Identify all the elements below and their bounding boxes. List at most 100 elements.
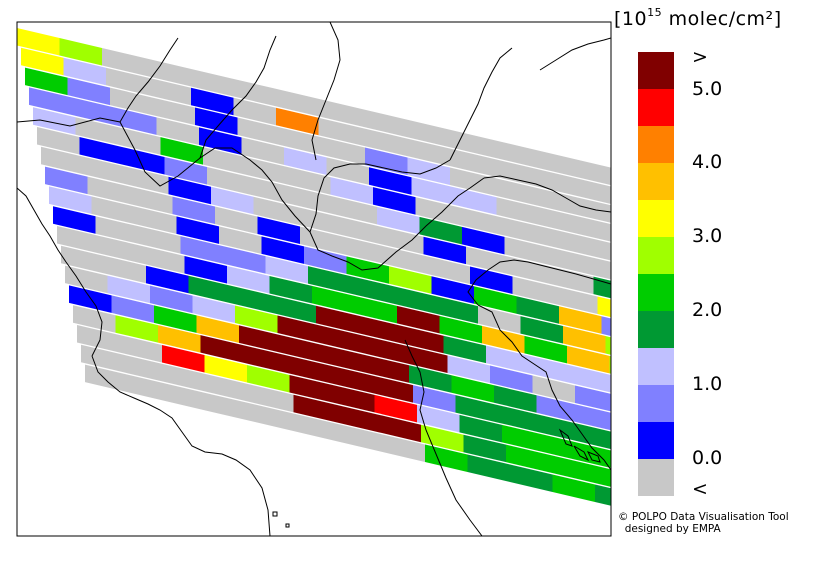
swath-pixel — [85, 364, 128, 393]
swath-pixel — [257, 216, 300, 245]
swath-pixel — [312, 285, 355, 314]
swath-pixel — [490, 365, 533, 393]
swath-pixel — [102, 47, 145, 76]
swath-pixel — [187, 67, 230, 96]
credit-line-1: © POLPO Data Visualisation Tool — [618, 511, 789, 523]
swath-pixel — [255, 404, 298, 433]
swath-pixel — [154, 305, 197, 333]
swath-pixel — [41, 146, 84, 175]
swath-pixel — [21, 47, 64, 76]
swath-pixel — [328, 365, 371, 393]
swath-pixel — [488, 157, 531, 186]
swath-pixel — [144, 57, 187, 86]
swath-pixel — [516, 296, 559, 324]
legend-label-4: 4.0 — [692, 151, 723, 173]
swath-pixel — [508, 256, 551, 285]
swath-pixel — [577, 197, 611, 223]
swath-pixel — [160, 137, 203, 165]
swath-pixel — [382, 434, 425, 462]
swath-pixel — [585, 237, 611, 261]
swath-pixel — [470, 266, 513, 294]
swath-pixel — [421, 424, 464, 453]
swath-pixel — [539, 207, 582, 235]
swath-pixel — [17, 28, 60, 56]
swath-pixel — [67, 77, 110, 106]
swath-pixel — [370, 375, 413, 403]
swath-pixel — [451, 375, 494, 403]
swath-pixel — [571, 365, 611, 393]
legend-exponent: 15 — [647, 6, 663, 19]
swath-pixel — [326, 157, 369, 185]
swath-pixel — [229, 77, 272, 106]
swath-pixel — [81, 344, 124, 373]
swath-pixel — [365, 147, 408, 175]
legend-swatch — [638, 126, 674, 163]
swath-pixel — [506, 444, 549, 473]
swath-pixel — [172, 196, 215, 225]
swath-pixel — [99, 235, 142, 264]
swath-pixel — [45, 166, 88, 195]
swath-pixel — [486, 345, 529, 374]
swath-pixel — [419, 216, 462, 245]
swath-pixel — [369, 167, 412, 195]
swath-pixel — [417, 404, 460, 433]
swath-pixel — [474, 286, 517, 314]
swath-pixel — [563, 326, 606, 354]
swath-pixel — [273, 295, 316, 324]
swath-pixel — [378, 414, 421, 443]
swath-pixel — [285, 355, 328, 383]
legend-exponent-base: 10 — [621, 8, 648, 30]
swath-pixel — [162, 344, 205, 373]
swath-pixel — [239, 325, 282, 353]
swath-pixel — [148, 77, 191, 106]
swath-pixel — [150, 285, 193, 314]
swath-pixel — [377, 206, 420, 235]
swath-pixel — [118, 127, 161, 155]
swath-pixel — [447, 355, 490, 383]
swath-pixel — [79, 136, 122, 165]
swath-pixel — [188, 275, 231, 304]
swath-pixel — [374, 394, 417, 423]
swath-pixel — [535, 187, 578, 215]
swath-pixel — [265, 256, 308, 284]
swath-pixel — [569, 157, 611, 186]
swath-pixel — [330, 177, 373, 205]
swath-pixel — [146, 265, 189, 294]
swath-pixel — [142, 245, 185, 274]
swath-pixel — [243, 345, 286, 373]
swath-pixel — [524, 335, 567, 364]
swath-pixel — [192, 295, 235, 324]
swath-pixel — [65, 265, 108, 294]
swath-pixel — [342, 236, 385, 264]
swath-pixel — [127, 374, 170, 403]
swath-pixel — [540, 415, 583, 443]
swath-pixel — [156, 117, 199, 145]
swath-pixel — [322, 137, 365, 165]
swath-pixel — [443, 335, 486, 364]
swath-pixel — [253, 196, 296, 225]
swath-pixel — [289, 374, 332, 403]
swath-pixel — [411, 177, 454, 205]
swath-pixel — [83, 156, 126, 185]
swath-pixel — [251, 384, 294, 413]
swath-pixel — [494, 385, 537, 413]
swath-pixel — [605, 336, 611, 355]
swath-pixel — [393, 286, 436, 314]
legend-swatch — [638, 348, 674, 385]
swath-pixel — [284, 147, 327, 175]
swath-pixel — [425, 444, 468, 472]
swath-pixel — [389, 266, 432, 294]
swath-pixel — [324, 345, 367, 373]
swath-pixel — [184, 255, 227, 284]
swath-pixel — [544, 434, 587, 463]
swath-pixel — [357, 107, 400, 136]
swath-pixel — [573, 177, 611, 204]
swath-pixel — [75, 117, 118, 145]
swath-pixel — [547, 246, 590, 275]
swath-pixel — [37, 127, 80, 155]
legend-label-above: > — [692, 46, 708, 68]
swath-pixel — [280, 127, 323, 156]
legend-swatch — [638, 237, 674, 274]
swath-pixel — [176, 216, 219, 244]
swath-pixel — [292, 186, 335, 215]
